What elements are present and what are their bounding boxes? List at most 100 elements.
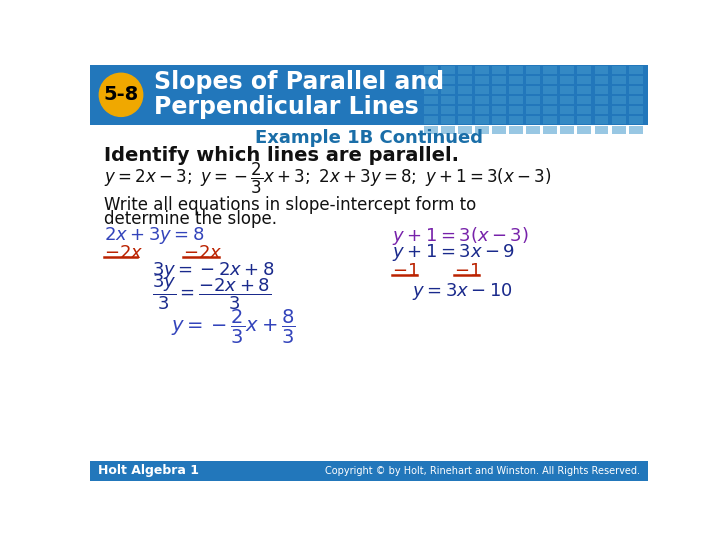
- FancyBboxPatch shape: [544, 85, 557, 94]
- FancyBboxPatch shape: [526, 76, 540, 84]
- Text: $y = 2x - 3;\ y = -\dfrac{2}{3}x + 3;\ 2x + 3y = 8;\ y + 1 = 3(x - 3)$: $y = 2x - 3;\ y = -\dfrac{2}{3}x + 3;\ 2…: [104, 161, 552, 197]
- Text: $- 1$: $- 1$: [454, 262, 481, 280]
- FancyBboxPatch shape: [544, 116, 557, 124]
- Text: Copyright © by Holt, Rinehart and Winston. All Rights Reserved.: Copyright © by Holt, Rinehart and Winsto…: [325, 466, 640, 476]
- FancyBboxPatch shape: [492, 116, 506, 124]
- FancyBboxPatch shape: [492, 65, 506, 74]
- FancyBboxPatch shape: [492, 85, 506, 94]
- FancyBboxPatch shape: [90, 461, 648, 481]
- FancyBboxPatch shape: [458, 65, 472, 74]
- FancyBboxPatch shape: [629, 116, 642, 124]
- Text: $- 1$: $- 1$: [392, 262, 419, 280]
- FancyBboxPatch shape: [526, 96, 540, 104]
- Text: $y + 1 = 3(x - 3)$: $y + 1 = 3(x - 3)$: [392, 225, 529, 247]
- FancyBboxPatch shape: [544, 96, 557, 104]
- Text: $- 2x$: $- 2x$: [183, 244, 222, 262]
- FancyBboxPatch shape: [424, 116, 438, 124]
- FancyBboxPatch shape: [577, 76, 591, 84]
- FancyBboxPatch shape: [475, 76, 489, 84]
- FancyBboxPatch shape: [475, 85, 489, 94]
- FancyBboxPatch shape: [458, 76, 472, 84]
- FancyBboxPatch shape: [595, 76, 608, 84]
- FancyBboxPatch shape: [509, 106, 523, 114]
- Text: Example 1B Continued: Example 1B Continued: [255, 129, 483, 147]
- FancyBboxPatch shape: [526, 106, 540, 114]
- Text: determine the slope.: determine the slope.: [104, 210, 277, 228]
- FancyBboxPatch shape: [441, 65, 455, 74]
- FancyBboxPatch shape: [611, 85, 626, 94]
- Text: $\dfrac{3y}{3} = \dfrac{-2x + 8}{3}$: $\dfrac{3y}{3} = \dfrac{-2x + 8}{3}$: [152, 272, 271, 312]
- FancyBboxPatch shape: [424, 76, 438, 84]
- FancyBboxPatch shape: [458, 106, 472, 114]
- FancyBboxPatch shape: [526, 85, 540, 94]
- FancyBboxPatch shape: [424, 65, 438, 74]
- FancyBboxPatch shape: [595, 96, 608, 104]
- FancyBboxPatch shape: [458, 96, 472, 104]
- Circle shape: [99, 73, 143, 117]
- FancyBboxPatch shape: [526, 116, 540, 124]
- Text: Perpendicular Lines: Perpendicular Lines: [153, 95, 418, 119]
- FancyBboxPatch shape: [441, 106, 455, 114]
- FancyBboxPatch shape: [595, 126, 608, 134]
- FancyBboxPatch shape: [595, 116, 608, 124]
- FancyBboxPatch shape: [526, 65, 540, 74]
- Text: $y = 3x - 10$: $y = 3x - 10$: [412, 281, 513, 302]
- FancyBboxPatch shape: [611, 106, 626, 114]
- FancyBboxPatch shape: [424, 85, 438, 94]
- FancyBboxPatch shape: [475, 96, 489, 104]
- Text: Identify which lines are parallel.: Identify which lines are parallel.: [104, 146, 459, 165]
- FancyBboxPatch shape: [577, 126, 591, 134]
- Text: $2x + 3y = 8$: $2x + 3y = 8$: [104, 225, 204, 246]
- FancyBboxPatch shape: [441, 76, 455, 84]
- FancyBboxPatch shape: [458, 126, 472, 134]
- FancyBboxPatch shape: [595, 106, 608, 114]
- Text: $3y = -2x + 8$: $3y = -2x + 8$: [152, 260, 275, 281]
- FancyBboxPatch shape: [475, 65, 489, 74]
- FancyBboxPatch shape: [629, 65, 642, 74]
- FancyBboxPatch shape: [629, 106, 642, 114]
- FancyBboxPatch shape: [577, 96, 591, 104]
- FancyBboxPatch shape: [629, 85, 642, 94]
- FancyBboxPatch shape: [526, 126, 540, 134]
- FancyBboxPatch shape: [90, 65, 648, 125]
- FancyBboxPatch shape: [424, 126, 438, 134]
- FancyBboxPatch shape: [611, 65, 626, 74]
- FancyBboxPatch shape: [629, 126, 642, 134]
- Text: $y = -\dfrac{2}{3}x + \dfrac{8}{3}$: $y = -\dfrac{2}{3}x + \dfrac{8}{3}$: [171, 308, 296, 346]
- FancyBboxPatch shape: [611, 76, 626, 84]
- FancyBboxPatch shape: [492, 76, 506, 84]
- FancyBboxPatch shape: [560, 96, 575, 104]
- FancyBboxPatch shape: [611, 96, 626, 104]
- FancyBboxPatch shape: [544, 76, 557, 84]
- Text: 5-8: 5-8: [104, 85, 139, 104]
- Text: Holt Algebra 1: Holt Algebra 1: [98, 464, 199, 477]
- FancyBboxPatch shape: [475, 116, 489, 124]
- FancyBboxPatch shape: [595, 65, 608, 74]
- FancyBboxPatch shape: [560, 126, 575, 134]
- FancyBboxPatch shape: [509, 96, 523, 104]
- FancyBboxPatch shape: [458, 116, 472, 124]
- FancyBboxPatch shape: [509, 85, 523, 94]
- Text: Write all equations in slope-intercept form to: Write all equations in slope-intercept f…: [104, 196, 476, 214]
- FancyBboxPatch shape: [492, 126, 506, 134]
- FancyBboxPatch shape: [611, 116, 626, 124]
- FancyBboxPatch shape: [629, 96, 642, 104]
- FancyBboxPatch shape: [441, 126, 455, 134]
- FancyBboxPatch shape: [560, 76, 575, 84]
- FancyBboxPatch shape: [560, 106, 575, 114]
- FancyBboxPatch shape: [595, 85, 608, 94]
- FancyBboxPatch shape: [560, 85, 575, 94]
- FancyBboxPatch shape: [509, 65, 523, 74]
- FancyBboxPatch shape: [458, 85, 472, 94]
- FancyBboxPatch shape: [544, 106, 557, 114]
- FancyBboxPatch shape: [544, 126, 557, 134]
- FancyBboxPatch shape: [611, 126, 626, 134]
- FancyBboxPatch shape: [577, 116, 591, 124]
- FancyBboxPatch shape: [577, 65, 591, 74]
- Text: Slopes of Parallel and: Slopes of Parallel and: [153, 70, 444, 94]
- FancyBboxPatch shape: [424, 96, 438, 104]
- Text: $-2x$: $-2x$: [104, 244, 143, 262]
- FancyBboxPatch shape: [509, 116, 523, 124]
- FancyBboxPatch shape: [509, 126, 523, 134]
- FancyBboxPatch shape: [577, 85, 591, 94]
